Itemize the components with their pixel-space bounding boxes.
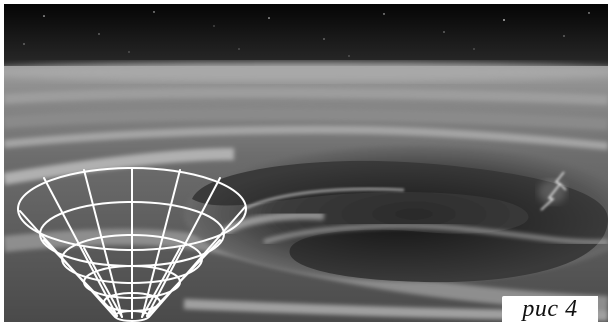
figure-caption: рис 4 (502, 296, 598, 322)
funnel-grid-icon (17, 167, 247, 322)
illustration-frame: рис 4 (4, 4, 608, 322)
storm-vortex (184, 146, 608, 283)
stars (23, 11, 590, 57)
scene-image (4, 4, 608, 322)
